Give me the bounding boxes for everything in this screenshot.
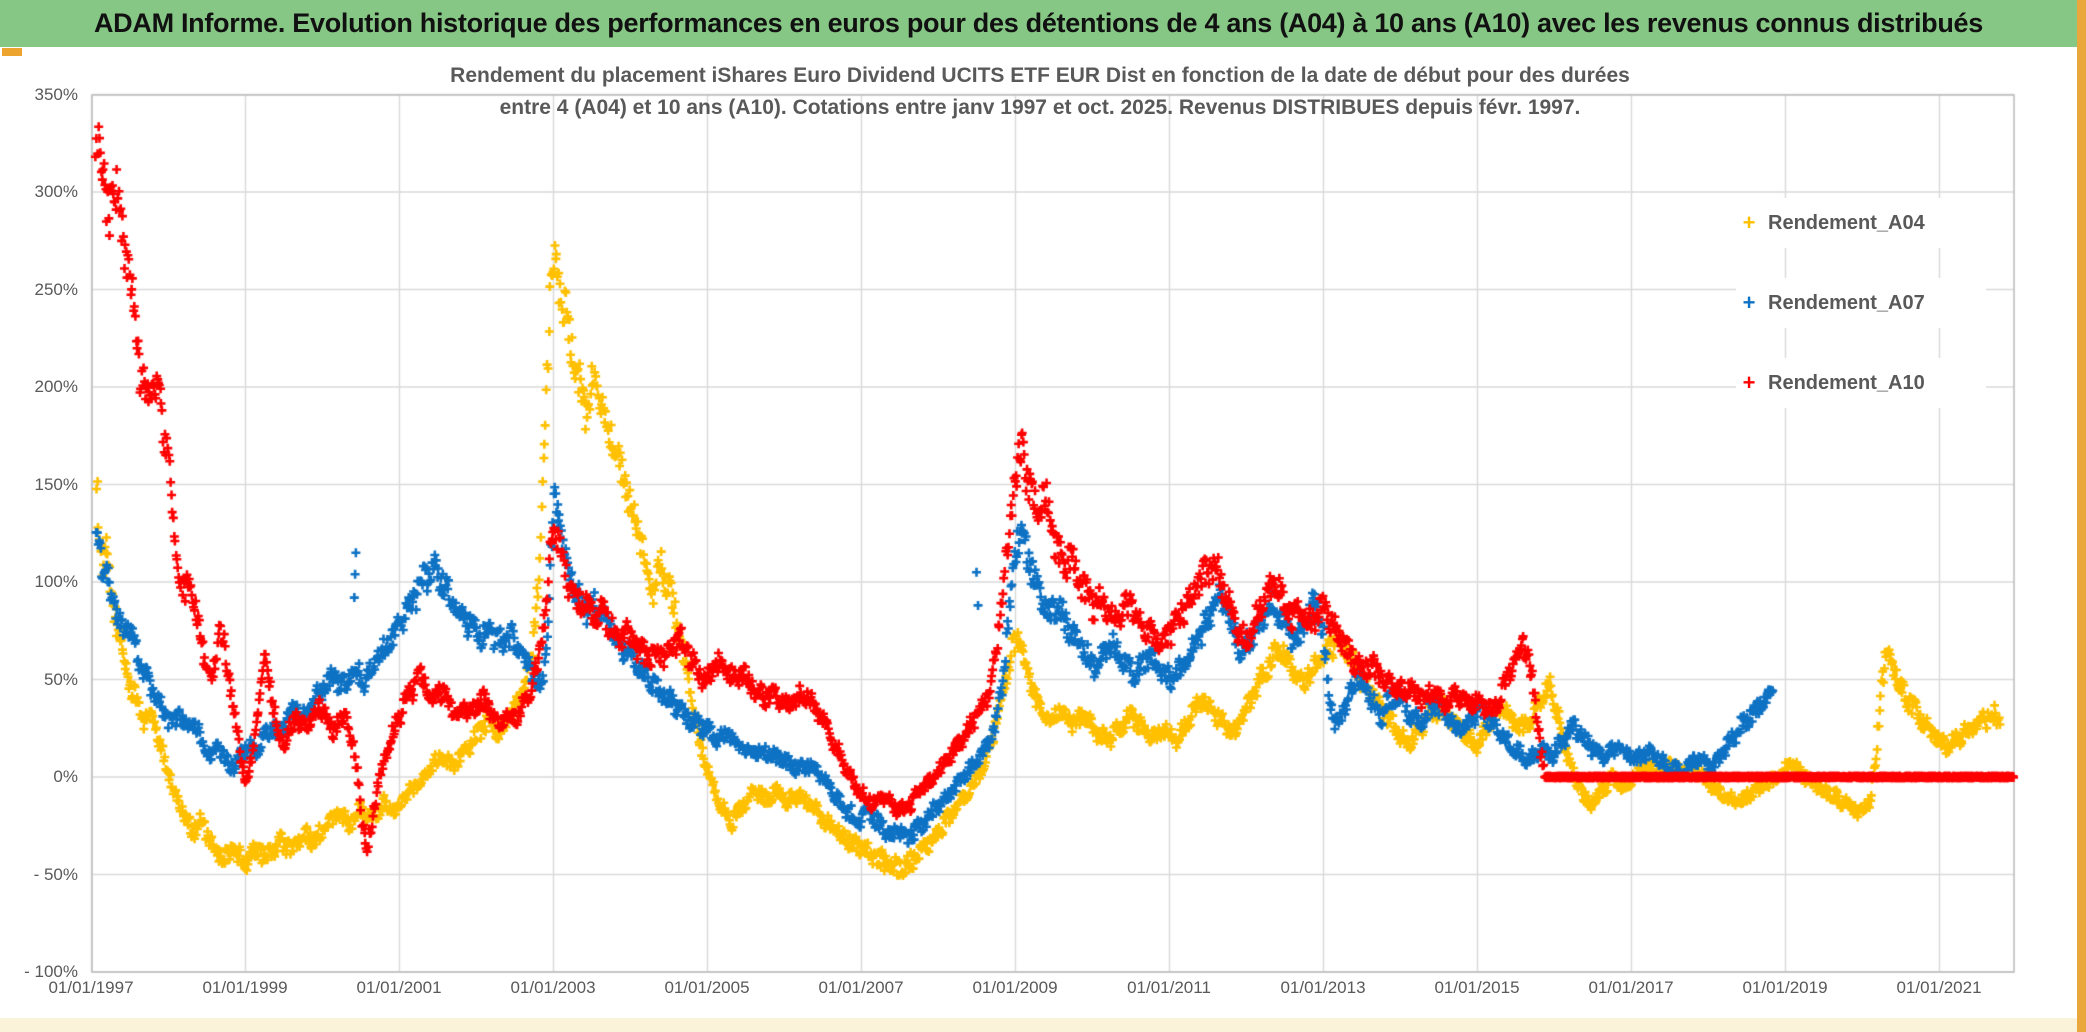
x-tick-label: 01/01/2013 — [1280, 978, 1366, 997]
x-tick-label: 01/01/2001 — [356, 978, 442, 997]
y-tick-label: 0% — [53, 767, 78, 786]
y-tick-label: 50% — [43, 669, 78, 689]
gold-accent-tab — [2, 48, 22, 56]
x-tick-label: 01/01/2021 — [1896, 978, 1982, 997]
plus-marker-icon: + — [1742, 210, 1756, 235]
y-tick-label: 150% — [34, 474, 78, 494]
y-tick-label: - 50% — [33, 864, 78, 884]
plus-marker-icon: + — [1742, 370, 1756, 395]
x-tick-label: 01/01/2005 — [664, 978, 750, 997]
chart-title: Rendement du placement iShares Euro Divi… — [210, 60, 1870, 124]
x-tick-label: 01/01/1997 — [48, 978, 134, 997]
x-tick-label: 01/01/2015 — [1434, 978, 1520, 997]
legend-item-a04: + Rendement_A04 — [1736, 198, 1986, 248]
x-tick-label: 01/01/1999 — [202, 978, 288, 997]
x-tick-label: 01/01/2017 — [1588, 978, 1674, 997]
chart-title-line2: entre 4 (A04) et 10 ans (A10). Cotations… — [499, 96, 1581, 119]
x-tick-label: 01/01/2003 — [510, 978, 596, 997]
y-tick-label: 350% — [34, 84, 78, 104]
x-tick-label: 01/01/2011 — [1127, 978, 1211, 997]
window-edge-bottom-strip — [0, 1018, 2077, 1032]
x-tick-label: 01/01/2009 — [972, 978, 1058, 997]
legend-label: Rendement_A04 — [1768, 211, 1925, 234]
window-edge-right-strip — [2077, 0, 2086, 1032]
chart-title-line1: Rendement du placement iShares Euro Divi… — [450, 64, 1630, 87]
y-tick-label: 300% — [34, 182, 78, 201]
legend-item-a10: + Rendement_A10 — [1736, 358, 1986, 408]
legend-label: Rendement_A10 — [1768, 371, 1925, 394]
y-tick-label: - 100% — [24, 962, 78, 981]
y-tick-label: 200% — [34, 377, 78, 396]
x-tick-label: 01/01/2007 — [818, 978, 904, 997]
report-title-bar: ADAM Informe. Evolution historique des p… — [0, 0, 2077, 47]
legend-item-a07: + Rendement_A07 — [1736, 278, 1986, 328]
y-tick-label: 100% — [34, 572, 78, 591]
y-tick-label: 250% — [34, 279, 78, 299]
report-title: ADAM Informe. Evolution historique des p… — [93, 8, 1983, 38]
x-tick-label: 01/01/2019 — [1742, 978, 1828, 997]
plus-marker-icon: + — [1742, 290, 1756, 315]
chart-legend: + Rendement_A04 + Rendement_A07 + Rendem… — [1736, 198, 1986, 438]
legend-label: Rendement_A07 — [1768, 291, 1925, 314]
